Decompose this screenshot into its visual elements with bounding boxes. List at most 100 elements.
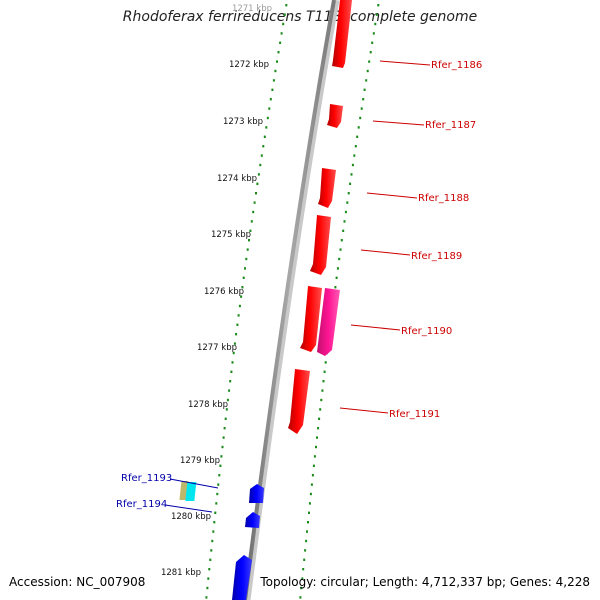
- inner-ring-tick: [214, 511, 217, 514]
- outer-ring-tick: [305, 539, 308, 543]
- inner-ring-tick: [233, 342, 236, 345]
- inner-ring-tick: [209, 558, 212, 561]
- gene-arrow-rfer-1194[interactable]: [245, 512, 260, 528]
- leader-rfer-1190: [350, 324, 401, 331]
- gene-label-rfer-1186[interactable]: Rfer_1186: [431, 60, 482, 71]
- gene-arrow-rfer-1187[interactable]: [327, 104, 343, 128]
- inner-ring-tick: [271, 88, 274, 91]
- outer-ring-tick: [346, 201, 349, 204]
- gene-label-rfer-1193[interactable]: Rfer_1193: [121, 473, 172, 484]
- outer-ring-tick: [315, 445, 317, 449]
- outer-ring-tick: [354, 145, 357, 148]
- inner-tick-ring: [205, 4, 288, 599]
- inner-ring-tick: [235, 333, 238, 336]
- inner-ring-tick: [220, 455, 223, 458]
- outer-ring-tick: [319, 408, 322, 411]
- scale-label-1279: 1279 kbp: [180, 456, 220, 466]
- outer-ring-tick: [353, 154, 356, 157]
- genome-title: Rhodoferax ferrireducens T118, complete …: [122, 9, 478, 25]
- inner-ring-tick: [257, 173, 260, 176]
- inner-ring-tick: [230, 370, 233, 373]
- outer-ring-tick: [363, 88, 366, 91]
- inner-ring-tick: [240, 295, 243, 298]
- inner-ring-tick: [283, 13, 286, 16]
- gene-arrow-rfer-1186[interactable]: [332, 0, 352, 68]
- gene-arrow-rfer-1189[interactable]: [310, 215, 331, 275]
- scale-label-1276: 1276 kbp: [204, 287, 244, 297]
- inner-ring-tick: [224, 417, 227, 420]
- outer-ring-tick: [322, 380, 325, 383]
- gene-label-rfer-1187[interactable]: Rfer_1187: [425, 120, 476, 131]
- outer-ring-tick: [362, 98, 365, 101]
- inner-ring-tick: [256, 182, 259, 185]
- inner-ring-tick: [242, 276, 245, 279]
- gene-arrow-rfer-1195[interactable]: [232, 555, 252, 600]
- scale-label-1275: 1275 kbp: [211, 230, 251, 240]
- outer-ring-tick: [375, 13, 378, 16]
- outer-ring-tick: [343, 220, 346, 223]
- gene-arrow-rfer-1190[interactable]: [317, 288, 340, 356]
- outer-ring-tick: [316, 436, 318, 439]
- inner-ring-tick: [282, 22, 285, 26]
- leader-rfer-1186: [379, 60, 431, 66]
- outer-ring-tick: [308, 511, 310, 514]
- outer-ring-tick: [335, 276, 338, 279]
- accession-text: Accession: NC_007908: [9, 575, 146, 589]
- inner-ring-tick: [223, 427, 226, 430]
- inner-ring-tick: [274, 69, 277, 73]
- inner-ring-tick: [248, 239, 250, 242]
- outer-ring-tick: [340, 239, 343, 242]
- scale-label-1278: 1278 kbp: [188, 400, 228, 410]
- backbone-shadow: [243, 0, 340, 600]
- inner-ring-tick: [245, 257, 248, 261]
- inner-ring-tick: [232, 351, 235, 355]
- outer-ring-tick: [349, 182, 352, 185]
- gene-arrow-rfer-1193[interactable]: [249, 484, 264, 503]
- outer-ring-tick: [369, 51, 372, 54]
- inner-ring-tick: [210, 549, 213, 552]
- inner-ring-tick: [236, 323, 239, 326]
- inner-ring-tick: [213, 521, 216, 524]
- inner-ring-tick: [216, 492, 219, 496]
- scale-label-1272: 1272 kbp: [229, 60, 269, 70]
- gene-label-rfer-1191[interactable]: Rfer_1191: [389, 409, 440, 420]
- inner-ring-tick: [217, 483, 220, 486]
- gene-box-rfer-1193-b[interactable]: [185, 482, 197, 501]
- outer-ring-tick: [308, 502, 311, 505]
- inner-ring-tick: [265, 126, 268, 129]
- inner-ring-tick: [218, 474, 221, 477]
- outer-ring-tick: [318, 417, 321, 420]
- gene-label-rfer-1189[interactable]: Rfer_1189: [411, 251, 462, 262]
- inner-ring-tick: [205, 596, 208, 599]
- inner-ring-tick: [255, 192, 257, 195]
- inner-ring-tick: [225, 408, 228, 411]
- outer-ring-tick: [309, 492, 312, 496]
- leader-rfer-1193: [169, 478, 219, 489]
- inner-ring-tick: [238, 304, 241, 308]
- reverse-gene-labels: Rfer_1193 Rfer_1194: [116, 473, 219, 513]
- inner-ring-tick: [207, 577, 210, 580]
- scale-labels: 1271 kbp 1272 kbp 1273 kbp 1274 kbp 1275…: [161, 4, 272, 578]
- outer-ring-tick: [320, 398, 323, 402]
- inner-ring-tick: [285, 4, 288, 7]
- gene-arrow-rfer-1188[interactable]: [318, 168, 336, 208]
- inner-ring-tick: [211, 539, 214, 543]
- outer-ring-tick: [360, 107, 363, 110]
- gene-label-rfer-1194[interactable]: Rfer_1194: [116, 499, 167, 510]
- outer-ring-tick: [366, 69, 369, 73]
- scale-label-1281: 1281 kbp: [161, 568, 201, 578]
- inner-ring-tick: [259, 163, 262, 167]
- inner-ring-tick: [250, 220, 253, 223]
- gene-label-rfer-1190[interactable]: Rfer_1190: [401, 326, 452, 337]
- outer-ring-tick: [303, 558, 306, 561]
- gene-label-rfer-1188[interactable]: Rfer_1188: [418, 193, 469, 204]
- leader-rfer-1188: [366, 192, 418, 199]
- outer-ring-tick: [307, 521, 309, 524]
- inner-ring-tick: [280, 32, 283, 35]
- outer-ring-tick: [342, 229, 345, 232]
- outer-ring-tick: [323, 370, 326, 373]
- gene-arrow-rfer-1190a[interactable]: [300, 286, 322, 352]
- gene-arrow-rfer-1191[interactable]: [288, 369, 310, 434]
